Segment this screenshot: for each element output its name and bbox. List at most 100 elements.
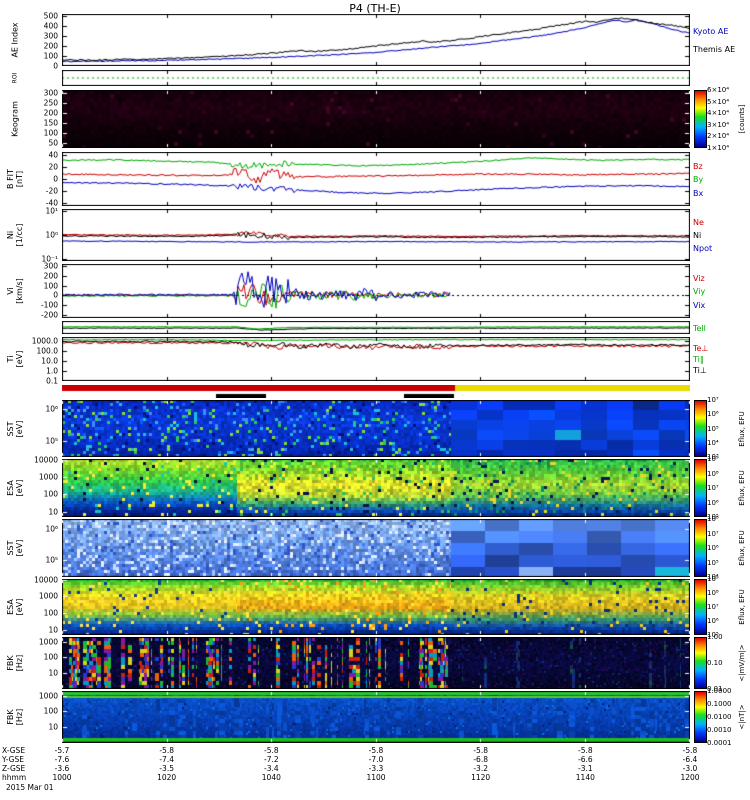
- colorbar-tick-label: 10⁷: [707, 603, 719, 611]
- panel-tell-canvas: [62, 321, 690, 334]
- panel-roi-canvas: [62, 70, 690, 86]
- panel-sst_elec-ylabel: SST [eV]: [6, 539, 24, 557]
- colorbar-tick-label: 0.0100: [707, 713, 732, 721]
- panel-sst_ion-canvas: [62, 400, 690, 457]
- colorbar-tick-label: 0.0001: [707, 739, 732, 747]
- axis-row-label-z-gse: Z-GSE: [2, 764, 26, 773]
- y-tick-label: 1000: [38, 472, 58, 482]
- y-tick-label: 10⁵: [45, 555, 58, 565]
- panel-ti-canvas: [62, 337, 690, 381]
- colorbar-unit-label: Eflux, EFU: [738, 589, 746, 625]
- panel-vi-canvas: [62, 264, 690, 318]
- y-tick-label: 200: [43, 271, 58, 281]
- y-tick-label: 100: [43, 608, 58, 618]
- panel-fbk_e-canvas: [62, 637, 690, 689]
- colorbar-tick-label: 10⁷: [707, 484, 719, 492]
- axis-value: -3.1: [578, 764, 593, 773]
- y-tick-label: 10⁶: [45, 524, 58, 534]
- colorbar-tick-label: 10⁷: [707, 529, 719, 538]
- axis-value: -3.4: [264, 764, 279, 773]
- y-tick-label: 300: [43, 261, 58, 271]
- y-tick-label: 10⁶: [45, 404, 58, 414]
- axis-value: 1000: [52, 773, 72, 782]
- y-tick-label: 300: [43, 31, 58, 41]
- panel-bfit-series-label: Bz: [693, 161, 703, 171]
- colorbar-tick-label: 10⁹: [707, 575, 719, 583]
- panel-bfit-series-label: By: [693, 175, 704, 184]
- colorbar-tick-label: 4×10⁴: [707, 109, 730, 118]
- y-tick-label: 50: [48, 138, 58, 148]
- colorbar-tick-label: 1.00: [707, 633, 723, 641]
- colorbar-unit-label: <|nT|>: [738, 704, 746, 730]
- colorbar-tick-label: 10³: [707, 453, 719, 461]
- y-tick-label: -200: [40, 310, 58, 320]
- panel-ae-canvas: [62, 14, 690, 66]
- y-tick-label: 10⁵: [45, 436, 58, 446]
- axis-value: -5.8: [578, 746, 593, 755]
- colorbar-tick-label: 5×10⁴: [707, 97, 730, 106]
- y-tick-label: 10000: [34, 455, 58, 465]
- colorbar-tick-label: 10⁵: [707, 513, 719, 521]
- colorbar-tick-label: 10⁶: [707, 498, 719, 507]
- panel-vi-series-label: Vix: [693, 300, 706, 310]
- panel-ae-series-label: Kyoto AE: [693, 27, 729, 37]
- y-tick-label: 400: [43, 21, 58, 31]
- y-tick-label: 300: [43, 88, 58, 98]
- colorbar-tick-label: 0.0010: [707, 726, 732, 734]
- axis-value: -5.8: [159, 746, 174, 755]
- y-tick-label: 100: [43, 51, 58, 61]
- axis-value: -5.8: [264, 746, 279, 755]
- colorbar-tick-label: 10⁹: [707, 455, 719, 463]
- panel-esa_elec-canvas: [62, 579, 690, 635]
- axis-row-label-x-gse: X-GSE: [2, 746, 26, 755]
- y-tick-label: 10⁰: [45, 230, 58, 240]
- y-tick-label: 10⁻¹: [41, 254, 58, 264]
- y-tick-label: 1000.0: [31, 336, 58, 346]
- y-tick-label: 100: [43, 706, 58, 716]
- y-tick-label: -20: [45, 186, 58, 196]
- axis-value: -5.7: [54, 746, 70, 755]
- y-tick-label: 100: [43, 128, 58, 138]
- colorbar-tick-label: 10⁵: [707, 631, 719, 639]
- colorbar-tick-label: 10⁶: [707, 410, 719, 419]
- axis-value: -3.3: [368, 764, 384, 773]
- axis-value: -7.4: [159, 755, 174, 764]
- y-tick-label: 10¹: [45, 206, 58, 216]
- y-tick-label: 10.0: [41, 356, 58, 366]
- axis-value: -3.5: [159, 764, 174, 773]
- y-tick-label: 10: [48, 722, 58, 732]
- colorbar-tick-label: 10⁸: [707, 589, 719, 597]
- colorbar-unit-label: [counts]: [738, 104, 746, 134]
- panel-ni-series-label: Ni: [693, 231, 702, 240]
- colorbar-tick-label: 10⁸: [707, 469, 719, 478]
- plot-title: P4 (TH-E): [349, 2, 401, 15]
- y-tick-label: 100: [43, 281, 58, 291]
- colorbar-tick-label: 10⁴: [707, 438, 719, 447]
- panel-esa_elec-colorbar: [694, 579, 707, 635]
- panel-bfit-canvas: [62, 152, 690, 206]
- panel-sst_elec-canvas: [62, 519, 690, 577]
- axis-value: 1100: [366, 773, 386, 782]
- axis-value: -7.6: [54, 755, 70, 764]
- axis-value: -7.0: [368, 755, 384, 764]
- y-tick-label: 0: [53, 61, 58, 71]
- colorbar-tick-label: 0.01: [707, 685, 723, 693]
- colorbar-unit-label: Eflux, EFU: [738, 530, 746, 566]
- axis-value: -6.4: [682, 755, 698, 764]
- colorbar-unit-label: Eflux, EFU: [738, 470, 746, 506]
- colorbar-tick-label: 2×10⁴: [707, 132, 730, 141]
- panel-fbk_b-colorbar: [694, 691, 707, 743]
- axis-value: 1020: [157, 773, 177, 782]
- panel-ni-canvas: [62, 209, 690, 261]
- y-tick-label: 10: [48, 625, 58, 635]
- y-tick-label: 100: [43, 489, 58, 499]
- panel-ni-series-label: Ne: [693, 218, 704, 227]
- y-tick-label: 1000: [38, 591, 58, 601]
- colorbar-unit-label: <|mV/m|>: [738, 644, 746, 682]
- y-tick-label: 0.1: [46, 376, 58, 386]
- axis-value: -6.6: [578, 755, 593, 764]
- panel-esa_ion-colorbar: [694, 459, 707, 517]
- y-tick-label: 1000: [38, 637, 58, 647]
- y-tick-label: 200: [43, 41, 58, 51]
- axis-value: 1040: [261, 773, 281, 782]
